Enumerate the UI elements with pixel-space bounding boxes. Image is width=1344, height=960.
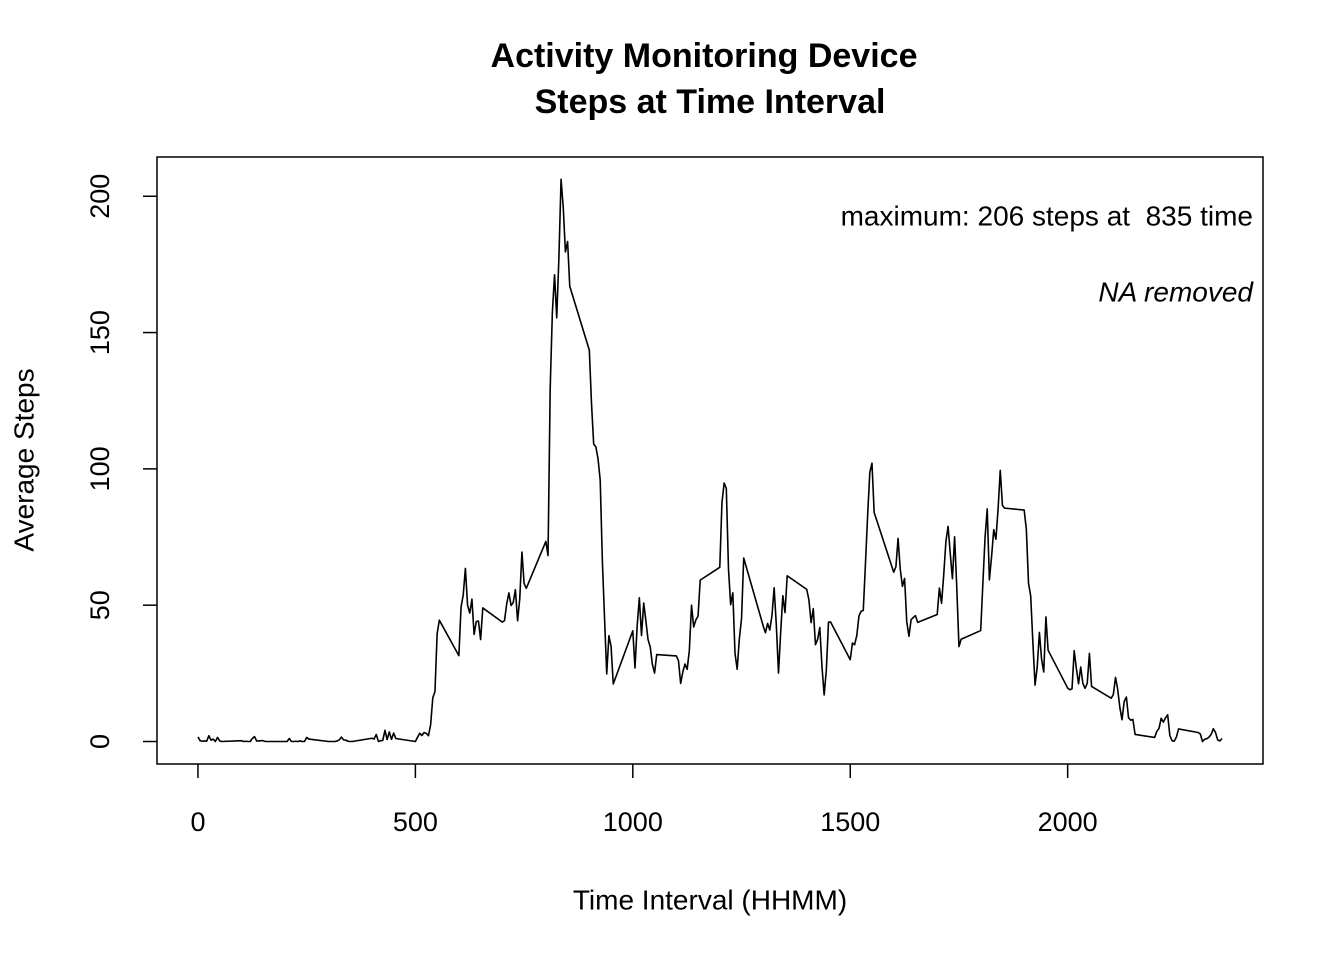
- y-axis-label: Average Steps: [8, 368, 39, 551]
- data-line: [197, 178, 1223, 743]
- y-tick-label: 50: [85, 590, 115, 620]
- plot-box: [156, 156, 1264, 765]
- annotation: maximum: 206 steps at 835 time: [841, 200, 1253, 231]
- y-tick-label: 100: [85, 446, 115, 491]
- y-tick-label: 0: [85, 734, 115, 749]
- y-tick-label: 150: [85, 310, 115, 355]
- x-tick-label: 2000: [1038, 807, 1098, 837]
- x-tick-label: 1000: [603, 807, 663, 837]
- x-tick-label: 1500: [820, 807, 880, 837]
- x-tick-label: 0: [190, 807, 205, 837]
- x-axis-label: Time Interval (HHMM): [573, 884, 847, 915]
- x-tick-label: 500: [393, 807, 438, 837]
- annotation: NA removed: [1098, 276, 1254, 307]
- chart-subtitle: Steps at Time Interval: [535, 83, 886, 121]
- y-tick-label: 200: [85, 174, 115, 219]
- chart-title: Activity Monitoring Device: [491, 37, 918, 75]
